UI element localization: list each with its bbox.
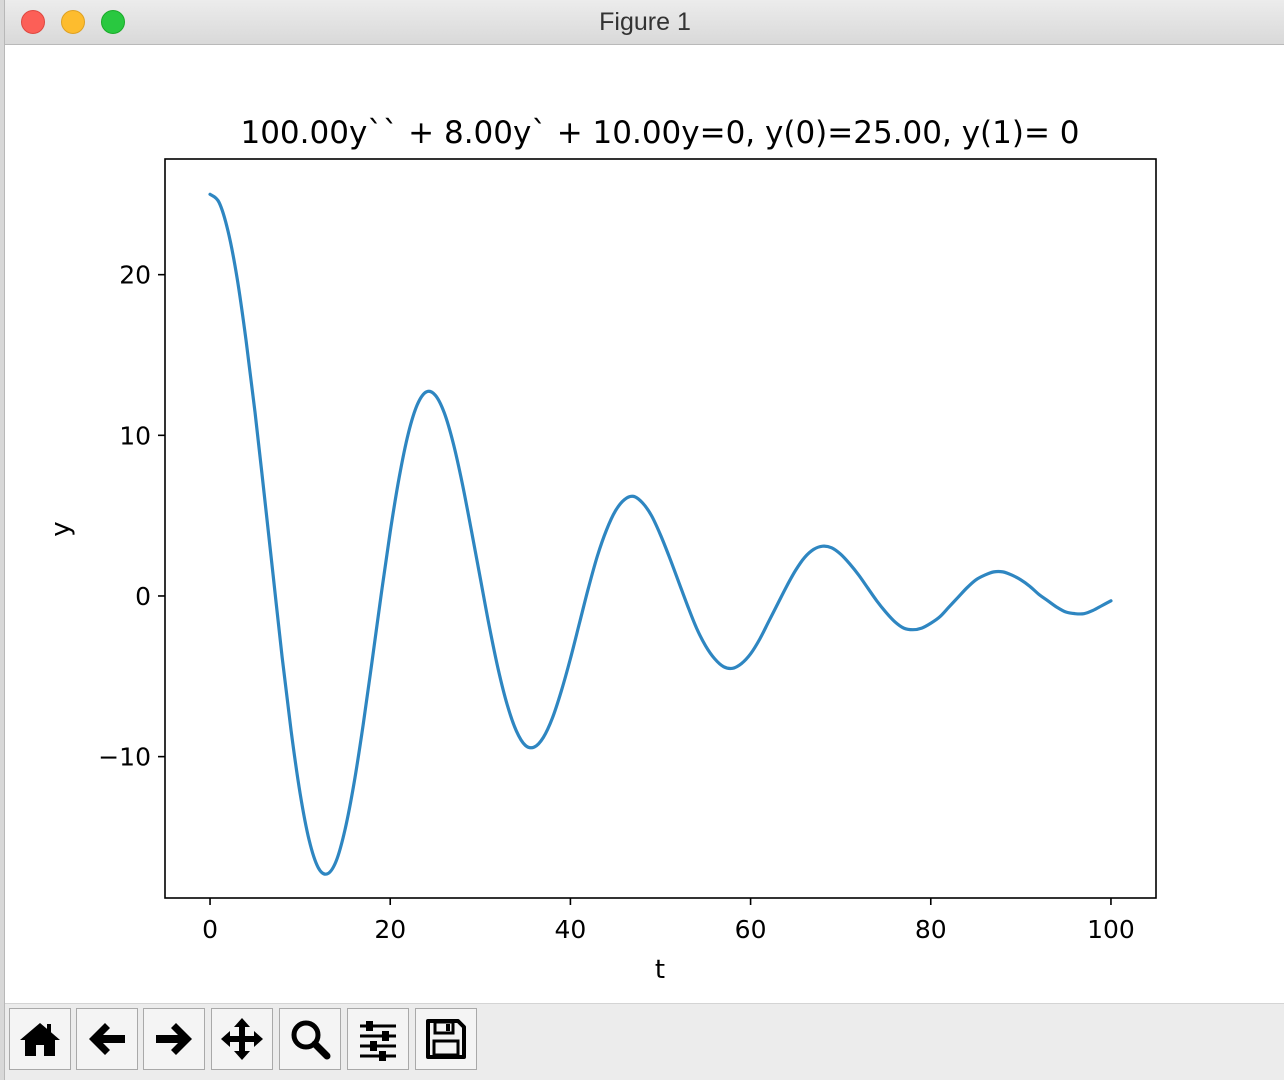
save-button[interactable] (415, 1008, 477, 1070)
minimize-window-button[interactable] (61, 10, 85, 34)
back-button[interactable] (76, 1008, 138, 1070)
forward-button[interactable] (143, 1008, 205, 1070)
x-tick-label: 20 (374, 915, 406, 944)
home-icon (20, 1023, 60, 1056)
zoom-button[interactable] (279, 1008, 341, 1070)
arrow-right-icon (156, 1023, 192, 1055)
x-tick-label: 60 (735, 915, 767, 944)
y-tick-label: 20 (119, 261, 151, 290)
line-chart: 100.00y`` + 8.00y` + 10.00y=0, y(0)=25.0… (46, 115, 1157, 985)
plot-area-frame (164, 158, 1157, 899)
configure-subplots-button[interactable] (347, 1008, 409, 1070)
y-axis-ticks: −10 0 10 20 (98, 261, 165, 772)
navigation-toolbar (5, 1003, 1284, 1080)
x-axis-ticks: 0 20 40 60 80 100 (202, 898, 1135, 944)
move-icon (221, 1018, 263, 1060)
close-window-button[interactable] (21, 10, 45, 34)
window-title: Figure 1 (599, 8, 691, 36)
figure-canvas[interactable]: 100.00y`` + 8.00y` + 10.00y=0, y(0)=25.0… (5, 45, 1284, 1003)
title-bar[interactable]: Figure 1 (5, 0, 1284, 45)
x-axis-label: t (655, 955, 665, 985)
y-tick-label: 10 (119, 421, 151, 450)
save-icon (426, 1019, 466, 1059)
y-axis-label: y (46, 521, 76, 536)
x-tick-label: 100 (1087, 915, 1135, 944)
pan-button[interactable] (211, 1008, 273, 1070)
sliders-icon (360, 1021, 396, 1061)
x-tick-label: 0 (202, 915, 218, 944)
x-tick-label: 40 (555, 915, 587, 944)
series-line (208, 192, 1113, 876)
home-button[interactable] (9, 1008, 71, 1070)
zoom-icon (291, 1020, 331, 1060)
figure-window: Figure 1 100.00y`` + 8.00y` + 10.00y=0, … (4, 0, 1284, 1080)
arrow-left-icon (89, 1023, 125, 1055)
maximize-window-button[interactable] (101, 10, 125, 34)
y-tick-label: −10 (98, 743, 151, 772)
chart-title: 100.00y`` + 8.00y` + 10.00y=0, y(0)=25.0… (240, 115, 1079, 151)
x-tick-label: 80 (915, 915, 947, 944)
y-tick-label: 0 (135, 582, 151, 611)
